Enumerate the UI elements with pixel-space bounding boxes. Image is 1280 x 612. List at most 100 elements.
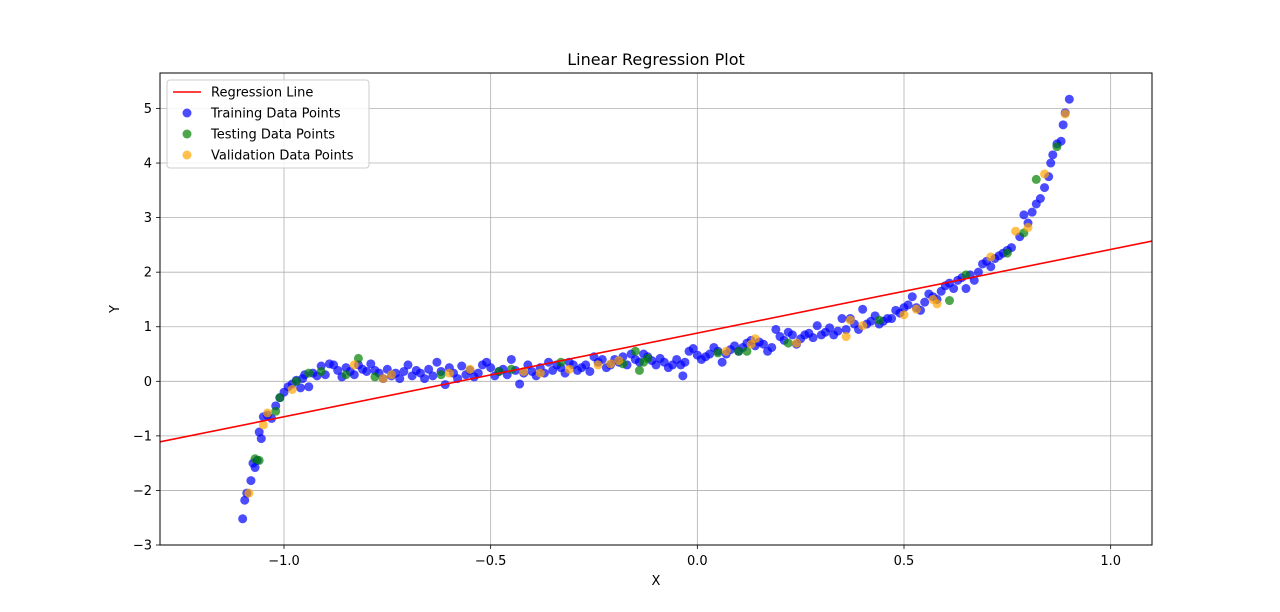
series-testing-data-points bbox=[250, 142, 1062, 465]
data-point bbox=[564, 364, 574, 374]
data-point bbox=[771, 324, 781, 334]
data-point bbox=[1002, 248, 1012, 258]
x-axis-ticks: −1.0 −0.5 0.0 0.5 1.0 bbox=[268, 545, 1121, 569]
y-tick-label: 4 bbox=[144, 157, 152, 172]
legend-label: Validation Data Points bbox=[211, 149, 354, 164]
data-point bbox=[333, 365, 343, 375]
plot-frame bbox=[159, 72, 1153, 546]
data-point bbox=[395, 374, 405, 384]
legend: Regression Line Training Data Points Testi… bbox=[166, 79, 370, 169]
data-point bbox=[837, 314, 847, 324]
data-point bbox=[428, 371, 438, 381]
data-point bbox=[304, 382, 314, 392]
data-point bbox=[444, 368, 454, 378]
legend-label: Regression Line bbox=[211, 86, 313, 101]
data-point bbox=[506, 364, 516, 374]
data-point bbox=[643, 353, 653, 363]
data-point bbox=[349, 360, 359, 370]
data-point bbox=[841, 332, 851, 342]
data-point bbox=[316, 366, 326, 376]
data-point bbox=[750, 334, 760, 344]
data-point bbox=[932, 299, 942, 309]
data-point bbox=[399, 366, 409, 376]
y-tick-label: −2 bbox=[133, 484, 152, 499]
data-point bbox=[1023, 222, 1033, 232]
data-point bbox=[792, 338, 802, 348]
data-point bbox=[680, 357, 690, 367]
y-axis-ticks: −3 −2 −1 0 1 2 3 4 5 bbox=[133, 102, 160, 554]
data-point bbox=[370, 372, 380, 382]
data-point bbox=[920, 297, 930, 307]
data-point bbox=[256, 434, 266, 444]
data-point bbox=[742, 346, 752, 356]
data-point bbox=[1019, 210, 1029, 220]
data-point bbox=[721, 346, 731, 356]
data-point bbox=[949, 284, 959, 294]
data-point bbox=[1064, 94, 1074, 104]
data-point bbox=[250, 463, 260, 473]
data-point bbox=[581, 360, 591, 370]
data-point bbox=[787, 330, 797, 340]
y-tick-label: 1 bbox=[144, 320, 152, 335]
data-point bbox=[678, 371, 688, 381]
regression-line bbox=[160, 240, 1152, 443]
data-point bbox=[403, 360, 413, 370]
data-point bbox=[535, 368, 545, 378]
data-point bbox=[1048, 150, 1058, 160]
data-point bbox=[1046, 158, 1056, 168]
data-point bbox=[362, 366, 372, 376]
chart-title: Linear Regression Plot bbox=[567, 50, 745, 69]
data-point bbox=[812, 321, 822, 331]
data-point bbox=[585, 366, 595, 376]
data-point bbox=[986, 252, 996, 262]
data-point bbox=[705, 349, 715, 359]
data-point bbox=[606, 359, 616, 369]
data-point bbox=[874, 315, 884, 325]
data-point bbox=[291, 376, 301, 386]
data-point bbox=[858, 321, 868, 331]
data-point bbox=[556, 357, 566, 367]
data-point bbox=[262, 408, 272, 418]
data-point bbox=[1058, 120, 1068, 130]
data-point bbox=[420, 374, 430, 384]
y-tick-label: 2 bbox=[144, 266, 152, 281]
data-point bbox=[465, 364, 475, 374]
data-point bbox=[486, 363, 496, 373]
data-point bbox=[961, 270, 971, 280]
data-point bbox=[734, 346, 744, 356]
data-point bbox=[457, 361, 467, 371]
legend-marker-swatch bbox=[182, 108, 192, 118]
data-point bbox=[378, 374, 388, 384]
data-point bbox=[713, 348, 723, 358]
x-tick-label: 1.0 bbox=[1100, 554, 1121, 569]
data-point bbox=[1040, 183, 1050, 193]
data-point bbox=[1060, 109, 1070, 119]
data-point bbox=[1052, 142, 1062, 152]
data-point bbox=[808, 333, 818, 343]
data-point bbox=[296, 383, 306, 393]
data-point bbox=[688, 344, 698, 354]
legend-label: Training Data Points bbox=[210, 107, 341, 122]
data-point bbox=[986, 262, 996, 272]
data-point bbox=[841, 324, 851, 334]
data-point bbox=[907, 292, 917, 302]
data-point bbox=[424, 364, 434, 374]
data-point bbox=[304, 368, 314, 378]
x-tick-label: 0.0 bbox=[687, 554, 708, 569]
data-point bbox=[432, 357, 442, 367]
series-validation-data-points bbox=[244, 109, 1070, 498]
data-point bbox=[275, 393, 285, 403]
legend-marker-swatch bbox=[182, 150, 192, 160]
data-point bbox=[271, 406, 281, 416]
y-axis-label: Y bbox=[108, 305, 123, 314]
data-point bbox=[858, 304, 868, 314]
legend-marker-swatch bbox=[182, 129, 192, 139]
data-point bbox=[349, 370, 359, 380]
data-point bbox=[1031, 174, 1041, 184]
data-point bbox=[651, 360, 661, 370]
plot-content bbox=[160, 94, 1152, 524]
data-point bbox=[366, 359, 376, 369]
data-point bbox=[887, 314, 897, 324]
data-point bbox=[240, 495, 250, 505]
